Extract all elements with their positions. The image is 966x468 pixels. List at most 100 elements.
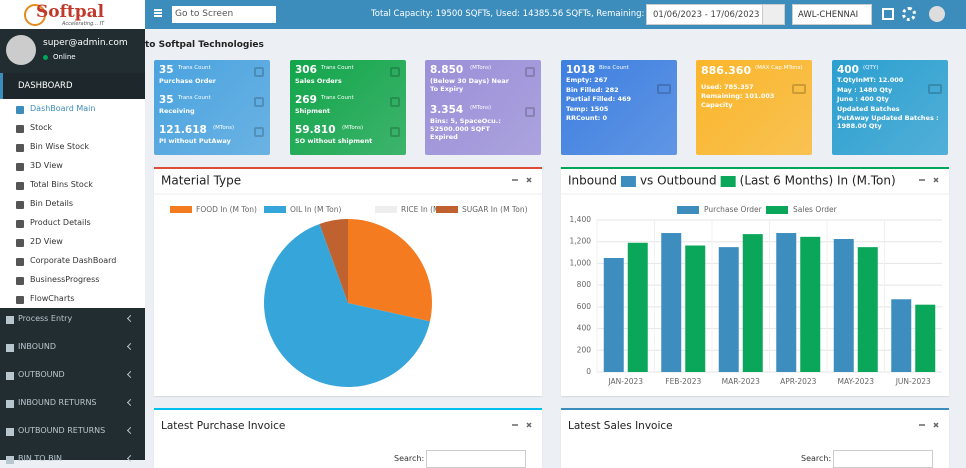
panel-title: Latest Purchase Invoice bbox=[161, 420, 286, 432]
card-unit: Trans Count bbox=[178, 65, 211, 71]
y-tick-label: 400 bbox=[577, 324, 592, 333]
menu-item[interactable]: 2D View bbox=[30, 237, 63, 246]
menu-section[interactable]: OUTBOUND bbox=[18, 370, 65, 379]
card-detail: Used: 785.357 bbox=[701, 83, 754, 91]
card-label: Purchase Order bbox=[159, 77, 217, 85]
menu-item[interactable]: Product Details bbox=[30, 218, 91, 227]
y-tick-label: 1,400 bbox=[570, 215, 592, 224]
card-label: (Below 30 Days) Near To Expiry bbox=[430, 77, 509, 93]
info-card: 400 (QTY) T.QtyInMT: 12.000 May : 1480 Qty J… bbox=[832, 60, 948, 155]
card-value: 400 bbox=[837, 64, 859, 76]
menu-section[interactable]: BIN TO BIN bbox=[18, 454, 62, 463]
legend-label: RICE In (M Ton) bbox=[401, 205, 458, 214]
user-status: Online bbox=[53, 53, 76, 61]
menu-item[interactable]: BusinessProgress bbox=[30, 275, 100, 284]
panel-title: Latest Sales Invoice bbox=[568, 420, 673, 432]
card-value: 1018 bbox=[566, 64, 596, 76]
card-label: PI without PutAway bbox=[159, 137, 231, 145]
card-unit: Trans Count bbox=[178, 95, 211, 101]
title-swatch bbox=[720, 176, 736, 187]
x-tick-label: JAN-2023 bbox=[607, 377, 643, 386]
pie-slice bbox=[319, 219, 348, 303]
date-range[interactable]: 01/06/2023 - 17/06/2023 bbox=[646, 4, 785, 25]
menu-item[interactable]: 3D View bbox=[30, 161, 63, 170]
submenu: DashBoard Main Stock Bin Wise Stock 3D View… bbox=[0, 99, 145, 308]
title-swatch bbox=[620, 176, 636, 187]
menu-item[interactable]: Total Bins Stock bbox=[30, 180, 93, 189]
menu-icon bbox=[6, 400, 14, 408]
menu-item[interactable]: Corporate DashBoard bbox=[30, 256, 117, 265]
menu-header[interactable]: DASHBOARD bbox=[0, 73, 145, 99]
menu-section[interactable]: INBOUND bbox=[18, 342, 56, 351]
x-tick-label: MAR-2023 bbox=[722, 377, 761, 386]
menu-toggle[interactable] bbox=[154, 9, 162, 11]
card-detail: PutAway Updated Batches : 1988.00 Qty bbox=[837, 114, 939, 130]
card-label: Bins: 5, SpaceOcu.: 52500.000 SQFT Expir… bbox=[430, 117, 501, 141]
menu-item[interactable]: Stock bbox=[30, 123, 53, 132]
chart-title: Inbound bbox=[568, 174, 617, 188]
bar bbox=[915, 304, 936, 372]
card-unit: (QTY) bbox=[863, 65, 879, 71]
info-card: 886.360 (MAX Cap.MTons) Used: 785.357 Remai… bbox=[696, 60, 812, 155]
menu-icon bbox=[16, 239, 24, 247]
card-icon bbox=[390, 127, 400, 137]
info-card: 8.850 (MTons) (Below 30 Days) Near To Expi… bbox=[425, 60, 541, 155]
card-detail: Bin Filled: 282 bbox=[566, 85, 619, 94]
card-icon bbox=[254, 97, 264, 107]
menu-icon bbox=[16, 258, 24, 266]
sidebar: super@admin.com Online DASHBOARD DashBoa… bbox=[0, 29, 145, 464]
bar bbox=[718, 247, 739, 372]
card-value: 269 bbox=[295, 94, 317, 106]
info-card: 306 Trans Count Sales Orders 269 Trans Count… bbox=[290, 60, 406, 155]
bar bbox=[776, 233, 797, 372]
card-detail: Remaining: 101.003 bbox=[701, 92, 775, 100]
menu-item[interactable]: Bin Details bbox=[30, 199, 74, 208]
panel-tools[interactable] bbox=[512, 177, 939, 428]
card-value: 886.360 bbox=[701, 64, 752, 77]
user-image bbox=[6, 35, 36, 65]
card-value: 35 bbox=[159, 94, 174, 106]
sales-invoice-panel: Latest Sales Invoice Search: bbox=[561, 408, 949, 468]
menu-section[interactable]: INBOUND RETURNS bbox=[18, 398, 97, 407]
menu-icon bbox=[6, 372, 14, 380]
card-label: SO without shipment bbox=[295, 137, 373, 145]
menu-item[interactable]: FlowCharts bbox=[30, 294, 75, 303]
chart-title: Material Type bbox=[161, 174, 241, 188]
capacity-text: Total Capacity: 19500 SQFTs, Used: 14385… bbox=[371, 9, 710, 19]
card-icon bbox=[928, 84, 942, 94]
menu-icon bbox=[16, 182, 24, 190]
menu-icon bbox=[16, 277, 24, 285]
card-unit: (MTons) bbox=[470, 65, 492, 71]
card-detail: Empty: 267 bbox=[566, 76, 608, 84]
x-tick-label: MAY-2023 bbox=[837, 377, 874, 386]
legend-swatch bbox=[170, 206, 192, 213]
bar bbox=[661, 233, 682, 372]
card-value: 35 bbox=[159, 64, 174, 76]
user-name: super@admin.com bbox=[43, 38, 128, 48]
purchase-invoice-panel: Latest Purchase Invoice Search: bbox=[154, 408, 542, 468]
y-tick-label: 800 bbox=[577, 280, 592, 289]
fullscreen-icon[interactable] bbox=[882, 8, 894, 20]
bar bbox=[833, 239, 854, 372]
card-value: 306 bbox=[295, 64, 317, 76]
card-detail: T.QtyInMT: 12.000 bbox=[837, 76, 904, 84]
search-box[interactable]: Go to Screen bbox=[172, 6, 276, 23]
card-detail: Partial Filled: 469 bbox=[566, 95, 632, 103]
legend-swatch bbox=[766, 206, 788, 214]
menu-item[interactable]: DashBoard Main bbox=[30, 104, 96, 113]
menu-section[interactable]: Process Entry bbox=[18, 314, 73, 323]
y-tick-label: 1,000 bbox=[570, 258, 592, 267]
bar bbox=[603, 258, 624, 372]
x-tick-label: FEB-2023 bbox=[665, 377, 701, 386]
settings-icon[interactable] bbox=[902, 7, 916, 21]
menu-section[interactable]: OUTBOUND RETURNS bbox=[18, 426, 106, 435]
search-label: Search: bbox=[801, 454, 832, 463]
calendar-button[interactable] bbox=[762, 5, 784, 24]
user-avatar[interactable] bbox=[929, 6, 945, 22]
menu-item[interactable]: Bin Wise Stock bbox=[30, 142, 90, 151]
location-select[interactable]: AWL-CHENNAI bbox=[792, 4, 872, 25]
card-icon bbox=[792, 84, 806, 94]
y-tick-label: 1,200 bbox=[570, 237, 592, 246]
y-tick-label: 0 bbox=[586, 367, 591, 376]
